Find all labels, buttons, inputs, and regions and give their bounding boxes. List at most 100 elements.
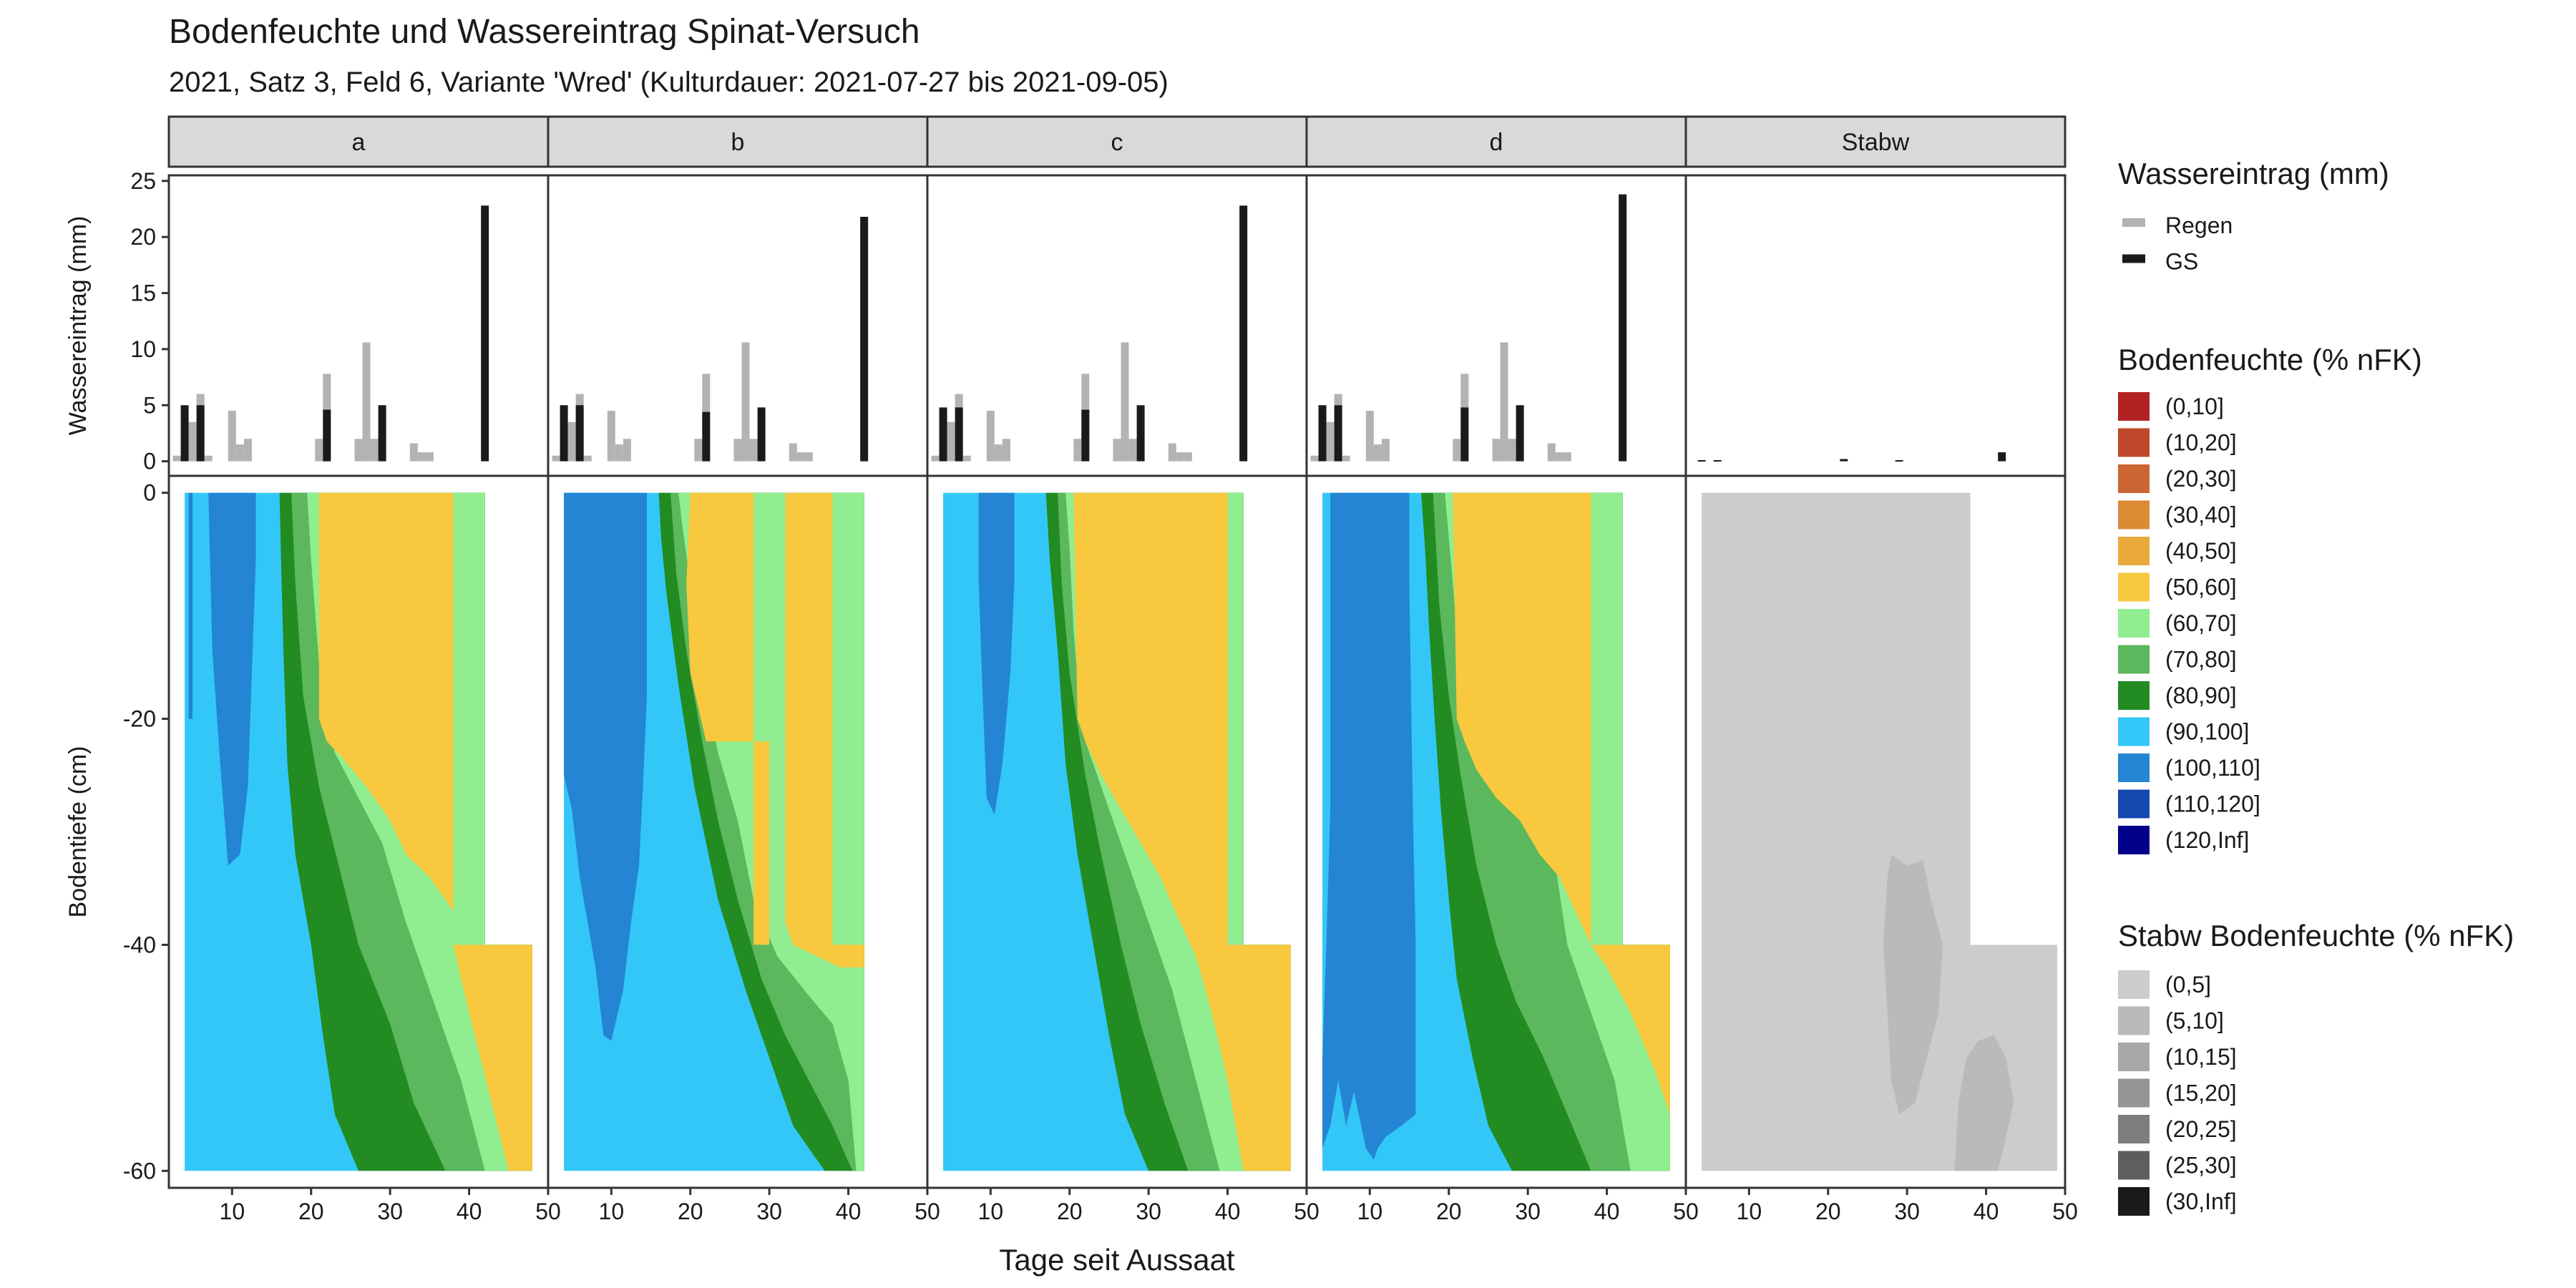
legend-water-title: Wassereintrag (mm)	[2118, 157, 2389, 190]
x-tick-label: 50	[1294, 1199, 1319, 1224]
panel-strip-stabw	[1684, 115, 2067, 168]
irrigation-bar	[1840, 459, 1848, 462]
rain-bar	[1547, 443, 1556, 462]
irrigation-bar	[702, 411, 711, 462]
rain-bar	[1492, 439, 1501, 462]
rain-bar	[796, 452, 805, 462]
rain-bar	[1168, 443, 1176, 462]
top-panel-bg-stabw	[1686, 175, 2065, 476]
legend-moisture-key	[2118, 717, 2150, 746]
rain-bar	[315, 439, 323, 462]
top-panel-bg-d	[1307, 175, 1686, 476]
legend-sd-label: (0,5]	[2165, 972, 2211, 997]
chart-subtitle: 2021, Satz 3, Feld 6, Variante 'Wred' (K…	[169, 67, 1169, 98]
panel-strip-label-b: b	[731, 129, 745, 156]
y-tick-label-bottom: -40	[123, 932, 156, 957]
irrigation-bar	[1318, 405, 1327, 462]
legend-sd-key	[2118, 1115, 2150, 1143]
irrigation-bar	[1334, 405, 1342, 462]
legend-moisture-label: (20,30]	[2165, 466, 2237, 492]
rain-bar	[1113, 439, 1121, 462]
legend-water-label: Regen	[2165, 213, 2233, 238]
legend-sd-label: (5,10]	[2165, 1008, 2224, 1034]
x-tick-label: 30	[1136, 1199, 1161, 1224]
rain-bar	[425, 452, 434, 462]
rain-bar	[1176, 452, 1184, 462]
legend-moisture-label: (70,80]	[2165, 647, 2237, 673]
irrigation-bar	[196, 405, 205, 462]
y-tick-label-bottom: -20	[123, 706, 156, 732]
irrigation-bar	[481, 205, 489, 462]
legend-moisture-label: (60,70]	[2165, 610, 2237, 636]
rain-bar	[1310, 455, 1319, 462]
x-tick-label: 40	[1974, 1199, 1999, 1224]
rain-bar	[409, 443, 418, 462]
irrigation-bar	[323, 409, 331, 462]
rain-bar	[583, 455, 592, 462]
legend-sd-key	[2118, 1043, 2150, 1071]
x-tick-label: 50	[914, 1199, 940, 1224]
rain-bar	[994, 444, 1002, 462]
y-tick-label-top: 25	[130, 168, 156, 194]
moisture-region-50-60	[785, 492, 864, 967]
legend-moisture-key	[2118, 826, 2150, 854]
rain-bar	[1365, 411, 1374, 462]
irrigation-bar	[378, 405, 386, 462]
legend-moisture-label: (30,40]	[2165, 502, 2237, 528]
y-tick-label-top: 0	[143, 449, 156, 474]
rain-bar	[172, 455, 181, 462]
legend-moisture-label: (110,120]	[2165, 791, 2260, 817]
top-panel-bg-c	[927, 175, 1307, 476]
rain-bar	[1563, 452, 1571, 462]
x-tick-label: 10	[1737, 1199, 1762, 1224]
legend-moisture-key	[2118, 500, 2150, 530]
x-tick-label: 50	[535, 1199, 561, 1224]
legend: Wassereintrag (mm) Regen GS Bodenfeuchte (%…	[2118, 157, 2514, 1216]
rain-bar	[1555, 452, 1563, 462]
legend-sd-key	[2118, 970, 2150, 999]
rain-bar	[1508, 439, 1516, 462]
rain-bar	[1128, 439, 1137, 462]
legend-moisture-key	[2118, 464, 2150, 493]
chart-title: Bodenfeuchte und Wassereintrag Spinat-Ve…	[169, 13, 920, 51]
legend-moisture-key	[2118, 645, 2150, 674]
moisture-region-50-60	[686, 492, 770, 945]
rain-bar	[804, 452, 813, 462]
x-tick-label: 30	[1515, 1199, 1541, 1224]
legend-sd-key	[2118, 1187, 2150, 1216]
rain-bar	[694, 439, 703, 462]
panel-strip-label-a: a	[352, 129, 366, 156]
x-tick-label: 20	[1815, 1199, 1841, 1224]
x-tick-label: 40	[1594, 1199, 1620, 1224]
legend-sd-key	[2118, 1151, 2150, 1180]
x-axis-title: Tage seit Aussaat	[999, 1243, 1235, 1277]
rain-bar	[188, 421, 197, 462]
x-tick-label: 10	[1357, 1199, 1383, 1224]
irrigation-bar	[1081, 409, 1090, 462]
irrigation-bar	[1998, 452, 2006, 462]
y-tick-label-bottom: 0	[143, 480, 156, 506]
x-tick-label: 20	[1057, 1199, 1083, 1224]
legend-moisture-key	[2118, 609, 2150, 638]
rain-bar	[228, 411, 236, 462]
rain-bar	[362, 342, 371, 462]
irrigation-bar	[1239, 205, 1248, 462]
y-tick-label-bottom: -60	[123, 1158, 156, 1184]
irrigation-bar	[757, 407, 766, 462]
irrigation-bar	[1713, 460, 1722, 462]
x-tick-label: 20	[678, 1199, 703, 1224]
moisture-region-5-10	[1883, 854, 1943, 1115]
irrigation-bar	[1895, 460, 1903, 462]
rain-bar	[235, 444, 244, 462]
rain-bar	[986, 411, 995, 462]
legend-sd-label: (15,20]	[2165, 1080, 2237, 1106]
legend-moisture-key	[2118, 789, 2150, 819]
irrigation-bar	[939, 407, 947, 462]
moisture-region-50-60	[1453, 492, 1670, 1115]
rain-bar	[204, 455, 213, 462]
moisture-region-100-110	[1322, 492, 1416, 1160]
irrigation-bar	[860, 216, 869, 462]
panel-strip-label-stabw: Stabw	[1842, 129, 1910, 156]
rain-bar	[370, 439, 379, 462]
